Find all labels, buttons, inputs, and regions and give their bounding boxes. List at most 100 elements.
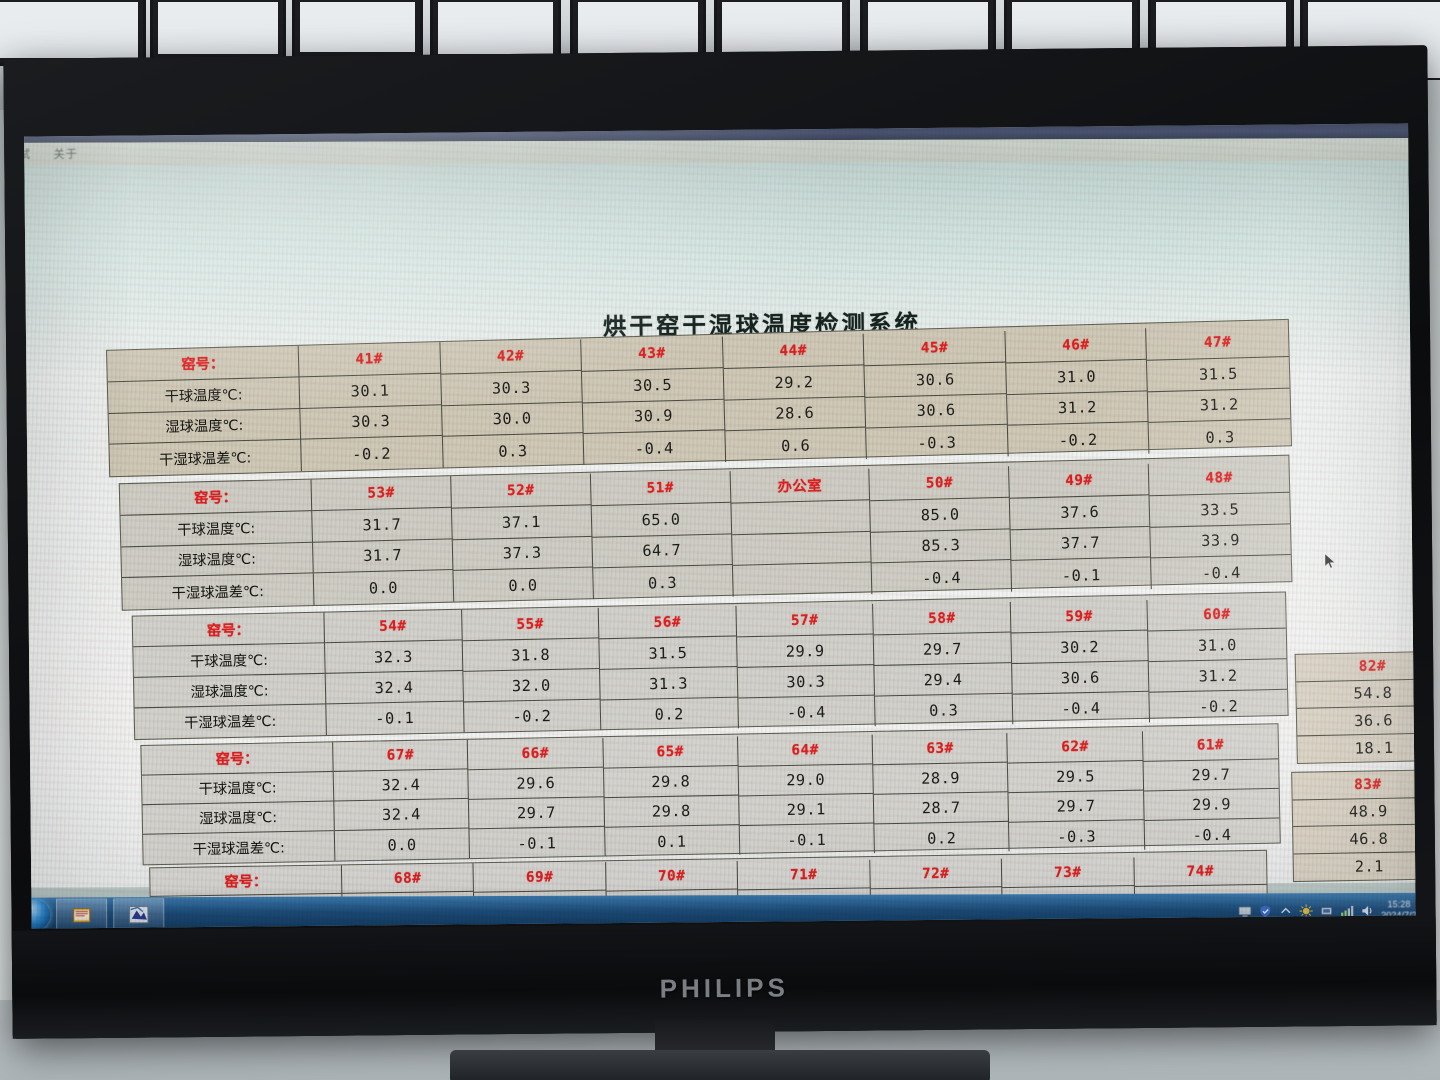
- column-header-kiln: 59#: [1010, 599, 1149, 634]
- measurement-block: 窑号： 54# 55# 56# 57# 58# 59# 60# 干球温度℃: 32.3 31.8 31…: [131, 591, 1289, 741]
- measurement-value: 29.8: [604, 795, 740, 828]
- folder-icon: [72, 908, 91, 923]
- measurement-value: 32.4: [333, 769, 470, 802]
- row-label: 干球温度℃:: [120, 510, 314, 547]
- network-icon[interactable]: [1320, 904, 1333, 917]
- row-label: 湿球温度℃:: [142, 801, 335, 835]
- ceiling-panel: [430, 0, 561, 62]
- measurement-value: 31.2: [1006, 390, 1150, 426]
- measurement-value: 29.7: [1143, 759, 1279, 792]
- side-panel-value: 36.6: [1296, 705, 1416, 736]
- measurement-value: [732, 562, 873, 598]
- side-panel-value: 54.8: [1296, 678, 1416, 709]
- measurement-value: 37.1: [451, 505, 593, 540]
- measurement-value: 29.8: [603, 766, 740, 799]
- column-header-kiln: 61#: [1142, 729, 1279, 762]
- monitor-icon[interactable]: [1238, 904, 1252, 917]
- row-label: 干湿球温差℃:: [134, 704, 327, 740]
- measurement-value: 37.3: [452, 536, 593, 572]
- measurement-value: 32.0: [462, 668, 601, 703]
- column-header-kiln: 64#: [737, 734, 874, 767]
- measurement-value: 31.7: [313, 538, 454, 574]
- row-label: 干球温度℃:: [141, 771, 335, 806]
- row-label: 干湿球温差℃:: [109, 439, 302, 477]
- measurement-value: -0.4: [1192, 825, 1232, 845]
- column-header-kiln: 73#: [1002, 857, 1135, 889]
- measurement-value: 0.2: [600, 697, 739, 732]
- measurement-value: 30.6: [865, 393, 1008, 429]
- row-label: 湿球温度℃:: [121, 542, 314, 579]
- column-header-kiln: 51#: [590, 471, 731, 506]
- measurement-block: 窑号： 53# 52# 51# 办公室 50# 49# 48# 干球温度℃: 31.7 37.1 65…: [118, 454, 1293, 611]
- measurement-block: 窑号： 41# 42# 43# 44# 45# 46# 47# 干球温度℃: 30.1 30.3 30…: [105, 318, 1293, 478]
- side-panel-value: 48.9: [1292, 797, 1416, 827]
- measurement-value: 85.0: [870, 497, 1011, 533]
- column-header-kiln: 58#: [873, 601, 1012, 636]
- app-icon: [129, 905, 149, 924]
- windows-taskbar[interactable]: 15:28 2024/7/2: [24, 892, 1416, 929]
- column-header-kiln: 41#: [298, 342, 441, 378]
- row-label: 湿球温度℃:: [108, 408, 302, 445]
- measurement-value: 0.3: [875, 693, 1014, 728]
- application-workspace: 烘干窑干湿球温度检测系统 窑号： 41# 42# 43# 44# 45# 46# 47# 干球温…: [24, 160, 1416, 929]
- measurement-value: 31.8: [462, 638, 601, 672]
- measurement-value: 33.5: [1149, 492, 1291, 528]
- column-header-kiln: 71#: [737, 859, 871, 891]
- column-header-kiln: 68#: [341, 863, 475, 894]
- column-header-kiln: 42#: [439, 339, 583, 375]
- measurement-value: 28.6: [724, 396, 867, 432]
- taskbar-item-application[interactable]: [113, 898, 165, 929]
- column-header-kiln: 56#: [598, 605, 737, 640]
- column-header-kiln: 办公室: [730, 468, 871, 504]
- column-header-kiln: 53#: [311, 476, 452, 511]
- measurement-value: -0.4: [738, 695, 876, 730]
- menu-item-about[interactable]: 关于: [53, 148, 79, 162]
- measurement-value: 65.0: [591, 502, 732, 538]
- measurement-value: -0.2: [301, 436, 444, 472]
- measurement-value: 30.0: [441, 402, 584, 438]
- side-measurement-panel: 82# 54.8 36.6 18.1: [1294, 650, 1416, 765]
- measurement-value: -0.1: [469, 826, 606, 859]
- shield-icon[interactable]: [1259, 904, 1272, 917]
- measurement-value: 28.9: [873, 762, 1009, 795]
- monitor-stand-base: [450, 1050, 990, 1080]
- sun-icon[interactable]: [1299, 903, 1313, 918]
- chevron-up-icon[interactable]: [1279, 904, 1292, 917]
- measurement-value: 29.4: [874, 663, 1013, 697]
- measurement-value: 30.3: [737, 665, 876, 699]
- column-header-kiln: 57#: [736, 603, 875, 638]
- volume-icon[interactable]: [1361, 904, 1374, 917]
- measurement-value: -0.1: [1011, 557, 1152, 593]
- measurement-value: 32.4: [334, 798, 470, 832]
- measurement-value: -0.4: [872, 560, 1013, 596]
- measurement-value: 31.3: [600, 667, 739, 701]
- measurement-value: 30.6: [1011, 661, 1150, 695]
- column-header-kiln: 74#: [1134, 856, 1267, 887]
- measurement-value: 29.9: [736, 634, 875, 668]
- row-label-kiln-no: 窑号：: [150, 865, 343, 897]
- column-header-kiln: 60#: [1147, 598, 1286, 632]
- system-tray[interactable]: 15:28 2024/7/2: [1238, 893, 1416, 928]
- application-window: 调试 关于 烘干窑干湿球温度检测系统 窑号： 41# 42# 43# 44# 45# 46#…: [24, 123, 1416, 929]
- measurement-value: 31.0: [1148, 628, 1287, 663]
- column-header-kiln: 72#: [869, 858, 1003, 890]
- measurement-value: 37.7: [1010, 526, 1152, 562]
- measurement-value: 29.0: [738, 764, 874, 797]
- row-label-kiln-no: 窑号：: [119, 479, 313, 516]
- column-header-kiln: 49#: [1009, 463, 1150, 499]
- row-label-kiln-no: 窑号：: [132, 612, 326, 648]
- signal-bars-icon[interactable]: [1340, 904, 1354, 917]
- measurement-value: 31.0: [1006, 359, 1149, 395]
- measurement-value: 29.5: [1008, 760, 1144, 794]
- measurement-value: [730, 500, 872, 535]
- column-header-kiln: 67#: [333, 739, 469, 772]
- measurement-value: [731, 531, 873, 567]
- measurement-value: 0.2: [874, 821, 1011, 854]
- measurement-block: 窑号： 67# 66# 65# 64# 63# 62# 61# 干球温度℃: 32.4 29.6 29…: [140, 723, 1281, 866]
- measurement-value: 29.2: [723, 365, 866, 401]
- measurement-value: 31.5: [1147, 356, 1290, 392]
- taskbar-item-explorer[interactable]: [56, 898, 108, 929]
- menu-item-debug[interactable]: 调试: [24, 148, 32, 162]
- measurement-value: 29.6: [468, 767, 605, 800]
- side-panel-value: 18.1: [1354, 738, 1394, 758]
